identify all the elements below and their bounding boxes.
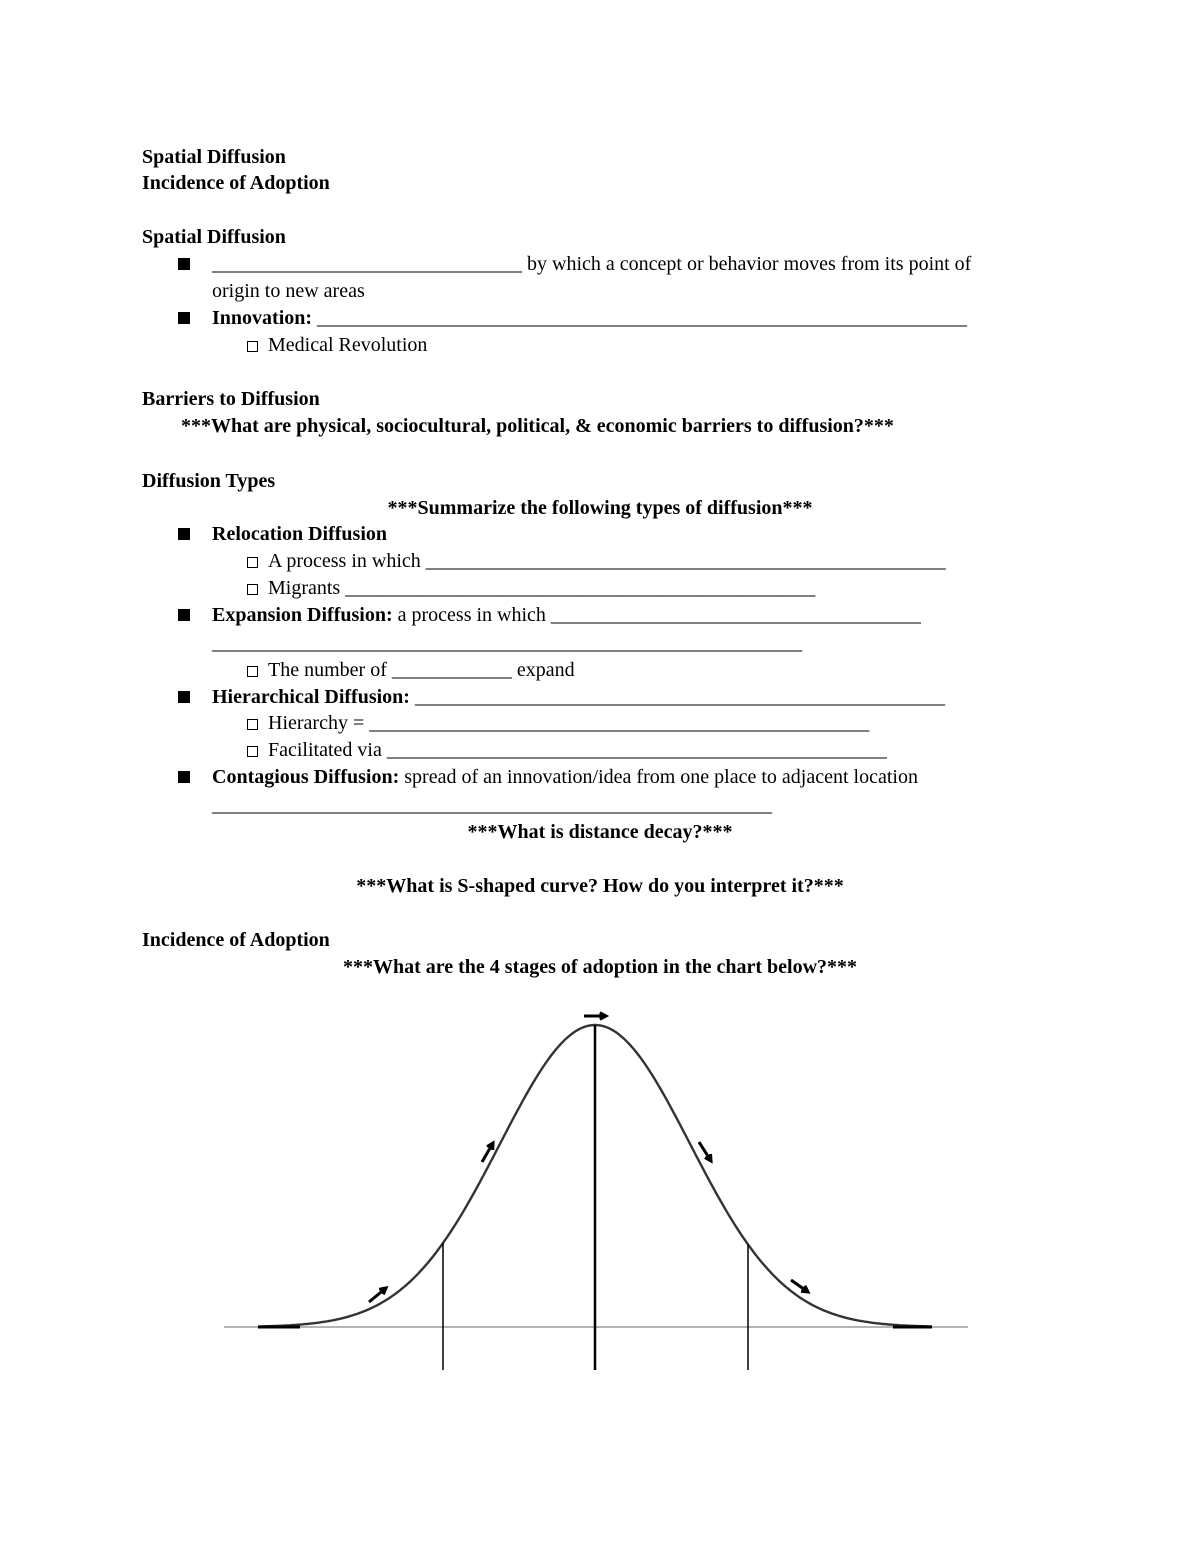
sub-medical-revolution: Medical Revolution — [247, 333, 427, 357]
bullet-square-icon — [178, 771, 190, 783]
expansion-cont: ________________________________________… — [212, 632, 802, 654]
arrow-up-right-icon — [368, 1286, 389, 1304]
checkbox-icon — [247, 341, 258, 352]
checkbox-icon — [247, 719, 258, 730]
sub-text: Migrants _______________________________… — [268, 577, 816, 599]
section-heading-barriers: Barriers to Diffusion — [142, 388, 320, 410]
checkbox-icon — [247, 557, 258, 568]
hierarchical-sub-1: Hierarchy = ____________________________… — [247, 711, 869, 735]
s-curve-question: ***What is S-shaped curve? How do you in… — [356, 875, 844, 897]
item-text: by which a concept or behavior moves fro… — [522, 253, 972, 275]
relocation-sub-2: Migrants _______________________________… — [247, 576, 815, 600]
innovation-label: Innovation: — [212, 307, 313, 329]
sub-text: A process in which _____________________… — [268, 550, 946, 572]
bullet-square-icon — [178, 691, 190, 703]
relocation-label: Relocation Diffusion — [212, 523, 387, 545]
section-heading-adoption: Incidence of Adoption — [142, 929, 330, 951]
bullet-square-icon — [178, 258, 190, 270]
section-heading-types: Diffusion Types — [142, 470, 276, 492]
bullet-square-icon — [178, 528, 190, 540]
sub-text: Medical Revolution — [268, 334, 428, 356]
bullet-square-icon — [178, 609, 190, 621]
sub-text: Facilitated via ________________________… — [268, 739, 887, 761]
contagious-label: Contagious Diffusion: — [212, 766, 400, 788]
adoption-question: ***What are the 4 stages of adoption in … — [342, 956, 858, 978]
arrow-up-right-icon — [480, 1140, 495, 1163]
item-text: a process in which _____________________… — [392, 604, 921, 626]
blank: ________________________________________… — [409, 686, 945, 708]
expansion-label: Expansion Diffusion: — [212, 604, 393, 626]
checkbox-icon — [247, 666, 258, 677]
arrow-down-right-icon — [697, 1141, 713, 1164]
checkbox-icon — [247, 746, 258, 757]
sub-text: The number of ____________ expand — [268, 659, 575, 681]
blank: _______________________________ — [212, 253, 522, 275]
arrow-down-right-icon — [790, 1278, 811, 1294]
relocation-sub-1: A process in which _____________________… — [247, 549, 946, 573]
spatial-item-1-cont: origin to new areas — [212, 280, 365, 302]
section-heading-spatial: Spatial Diffusion — [142, 226, 286, 248]
types-prompt: ***Summarize the following types of diff… — [387, 497, 813, 519]
title-spatial-diffusion: Spatial Diffusion — [142, 146, 286, 168]
contagious-item: Contagious Diffusion: spread of an innov… — [212, 765, 918, 789]
hierarchical-sub-2: Facilitated via ________________________… — [247, 738, 887, 762]
hierarchical-item: Hierarchical Diffusion: ________________… — [212, 685, 945, 709]
distance-decay-question: ***What is distance decay?*** — [467, 821, 733, 843]
sub-text: Hierarchy = ____________________________… — [268, 712, 870, 734]
checkbox-icon — [247, 584, 258, 595]
barriers-question: ***What are physical, sociocultural, pol… — [181, 415, 894, 437]
title-incidence-of-adoption: Incidence of Adoption — [142, 172, 330, 194]
spatial-item-1: _______________________________ by which… — [212, 252, 971, 276]
innovation-item: Innovation: ____________________________… — [212, 306, 967, 330]
expansion-item: Expansion Diffusion: a process in which … — [212, 603, 921, 627]
contagious-cont: ________________________________________… — [212, 794, 772, 816]
expansion-sub-1: The number of ____________ expand — [247, 658, 575, 682]
hierarchical-label: Hierarchical Diffusion: — [212, 686, 410, 708]
item-text: spread of an innovation/idea from one pl… — [399, 766, 918, 788]
blank: ________________________________________… — [312, 307, 968, 329]
arrow-right-icon — [584, 1011, 610, 1021]
bullet-square-icon — [178, 312, 190, 324]
